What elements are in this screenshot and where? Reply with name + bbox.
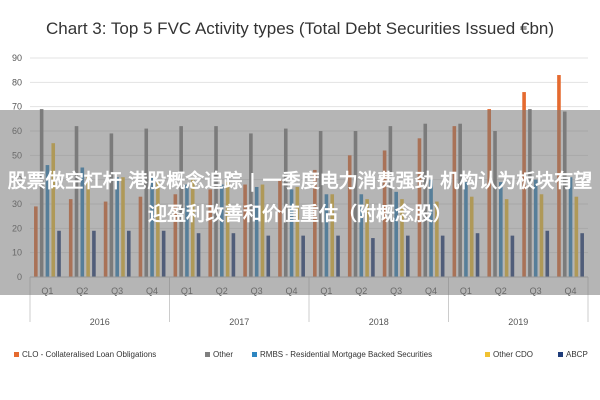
legend-swatch <box>14 352 19 357</box>
legend: CLO - Collateralised Loan Obligations Oth… <box>14 350 588 359</box>
legend-swatch <box>558 352 563 357</box>
legend-item: RMBS - Residential Mortgage Backed Secur… <box>260 350 432 359</box>
chart-title: Chart 3: Top 5 FVC Activity types (Total… <box>46 19 554 38</box>
legend-swatch <box>205 352 210 357</box>
legend-item: CLO - Collateralised Loan Obligations <box>22 350 156 359</box>
legend-swatch <box>485 352 490 357</box>
legend-item: ABCP <box>566 350 588 359</box>
legend-item: Other <box>213 350 233 359</box>
y-tick-label: 80 <box>12 77 22 87</box>
legend-item: Other CDO <box>493 350 533 359</box>
overlay-text: 股票做空杠杆 港股概念追踪 | 一季度电力消费强劲 机构认为板块有望迎盈利改善和… <box>7 170 593 225</box>
year-label: 2017 <box>229 317 249 327</box>
legend-swatch <box>252 352 257 357</box>
overlay-banner: 股票做空杠杆 港股概念追踪 | 一季度电力消费强劲 机构认为板块有望迎盈利改善和… <box>0 110 600 295</box>
year-label: 2016 <box>90 317 110 327</box>
y-tick-label: 90 <box>12 53 22 63</box>
year-label: 2019 <box>508 317 528 327</box>
year-label: 2018 <box>369 317 389 327</box>
y-tick-label: 70 <box>12 102 22 112</box>
